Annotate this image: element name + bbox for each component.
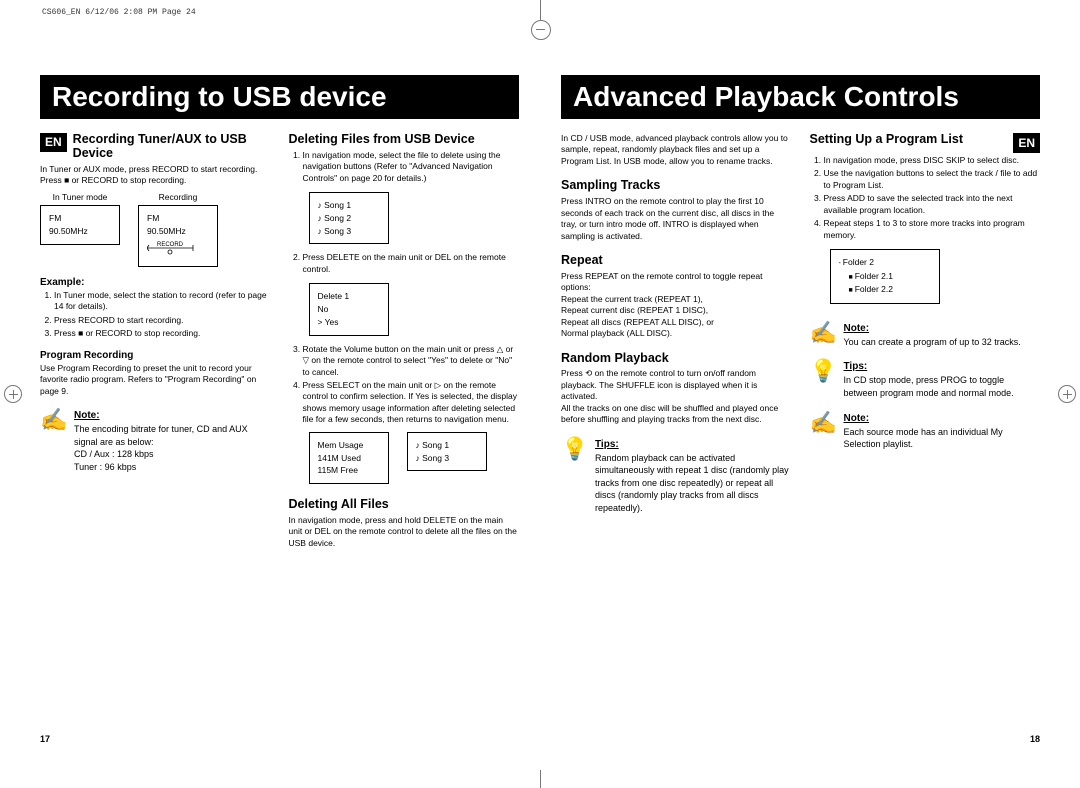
program-recording-text: Use Program Recording to preset the unit… xyxy=(40,363,271,397)
page-title-right: Advanced Playback Controls xyxy=(561,75,1040,119)
record-icon: RECORD xyxy=(147,240,207,256)
lightbulb-icon: 💡 xyxy=(810,360,838,388)
tips-random: 💡 Tips: Random playback can be activated… xyxy=(561,438,792,515)
right-page: Advanced Playback Controls In CD / USB m… xyxy=(561,75,1040,748)
display-memusage: Mem Usage 141M Used 115M Free xyxy=(309,432,389,484)
tips-prog: 💡 Tips: In CD stop mode, press PROG to t… xyxy=(810,360,1041,399)
deleting-all-text: In navigation mode, press and hold DELET… xyxy=(289,515,520,549)
random-text: Press ⟲ on the remote control to turn on… xyxy=(561,368,792,425)
display-folders: Folder 2 Folder 2.1 Folder 2.2 xyxy=(830,249,940,304)
heading-example: Example: xyxy=(40,277,271,288)
tuner-displays: In Tuner mode FM 90.50MHz Recording FM 9… xyxy=(40,192,271,266)
repeat-text: Press REPEAT on the remote control to to… xyxy=(561,271,792,340)
lightbulb-icon: 💡 xyxy=(561,438,589,466)
crop-mark-right xyxy=(1058,385,1076,403)
note-encoding: ✍ Note: The encoding bitrate for tuner, … xyxy=(40,409,271,473)
example-steps: In Tuner mode, select the station to rec… xyxy=(40,290,271,340)
memusage-pair: Mem Usage 141M Used 115M Free Song 1 Son… xyxy=(309,432,520,484)
hand-note-icon: ✍ xyxy=(810,322,838,350)
lbl-tuner-mode: In Tuner mode xyxy=(40,192,120,202)
recording-intro: In Tuner or AUX mode, press RECORD to st… xyxy=(40,164,271,187)
display-songs-after: Song 1 Song 3 xyxy=(407,432,487,472)
section-deleting-all: Deleting All Files xyxy=(289,498,520,512)
program-steps: In navigation mode, press DISC SKIP to s… xyxy=(810,155,1041,241)
section-program-list: Setting Up a Program List xyxy=(810,133,1008,147)
display-tuner: FM 90.50MHz xyxy=(40,205,120,245)
page-number-right: 18 xyxy=(1030,734,1040,744)
right-col2: Setting Up a Program List EN In navigati… xyxy=(810,133,1041,515)
section-random: Random Playback xyxy=(561,352,792,366)
advanced-intro: In CD / USB mode, advanced playback cont… xyxy=(561,133,792,167)
section-deleting-files: Deleting Files from USB Device xyxy=(289,133,520,147)
hand-note-icon: ✍ xyxy=(40,409,68,437)
delete-steps: In navigation mode, select the file to d… xyxy=(289,150,520,184)
section-sampling: Sampling Tracks xyxy=(561,179,792,193)
page-title-left: Recording to USB device xyxy=(40,75,519,119)
delete-steps-3: Rotate the Volume button on the main uni… xyxy=(289,344,520,426)
crop-mark-bottom xyxy=(540,770,541,788)
crop-mark-left xyxy=(4,385,22,403)
print-header: CS606_EN 6/12/06 2:08 PM Page 24 xyxy=(42,8,196,17)
display-recording: FM 90.50MHz RECORD xyxy=(138,205,218,266)
heading-program-recording: Program Recording xyxy=(40,350,271,361)
left-page: Recording to USB device EN Recording Tun… xyxy=(40,75,519,748)
right-col1: In CD / USB mode, advanced playback cont… xyxy=(561,133,792,515)
lbl-recording: Recording xyxy=(138,192,218,202)
display-delete-confirm: Delete 1 No > Yes xyxy=(309,283,389,335)
section-recording: EN Recording Tuner/AUX to USB Device xyxy=(40,133,271,161)
section-repeat: Repeat xyxy=(561,254,792,268)
display-songs: Song 1 Song 2 Song 3 xyxy=(309,192,389,244)
crop-mark-top xyxy=(540,0,541,20)
sampling-text: Press INTRO on the remote control to pla… xyxy=(561,196,792,242)
delete-steps-2: Press DELETE on the main unit or DEL on … xyxy=(289,252,520,275)
svg-text:RECORD: RECORD xyxy=(157,242,184,248)
lang-badge-en: EN xyxy=(40,133,67,152)
note-32tracks: ✍ Note: You can create a program of up t… xyxy=(810,322,1041,349)
lang-badge-en-right: EN xyxy=(1013,133,1040,153)
hand-note-icon: ✍ xyxy=(810,412,838,440)
page-number-left: 17 xyxy=(40,734,50,744)
note-playlist: ✍ Note: Each source mode has an individu… xyxy=(810,412,1041,451)
left-col1: EN Recording Tuner/AUX to USB Device In … xyxy=(40,133,271,549)
left-col2: Deleting Files from USB Device In naviga… xyxy=(289,133,520,549)
